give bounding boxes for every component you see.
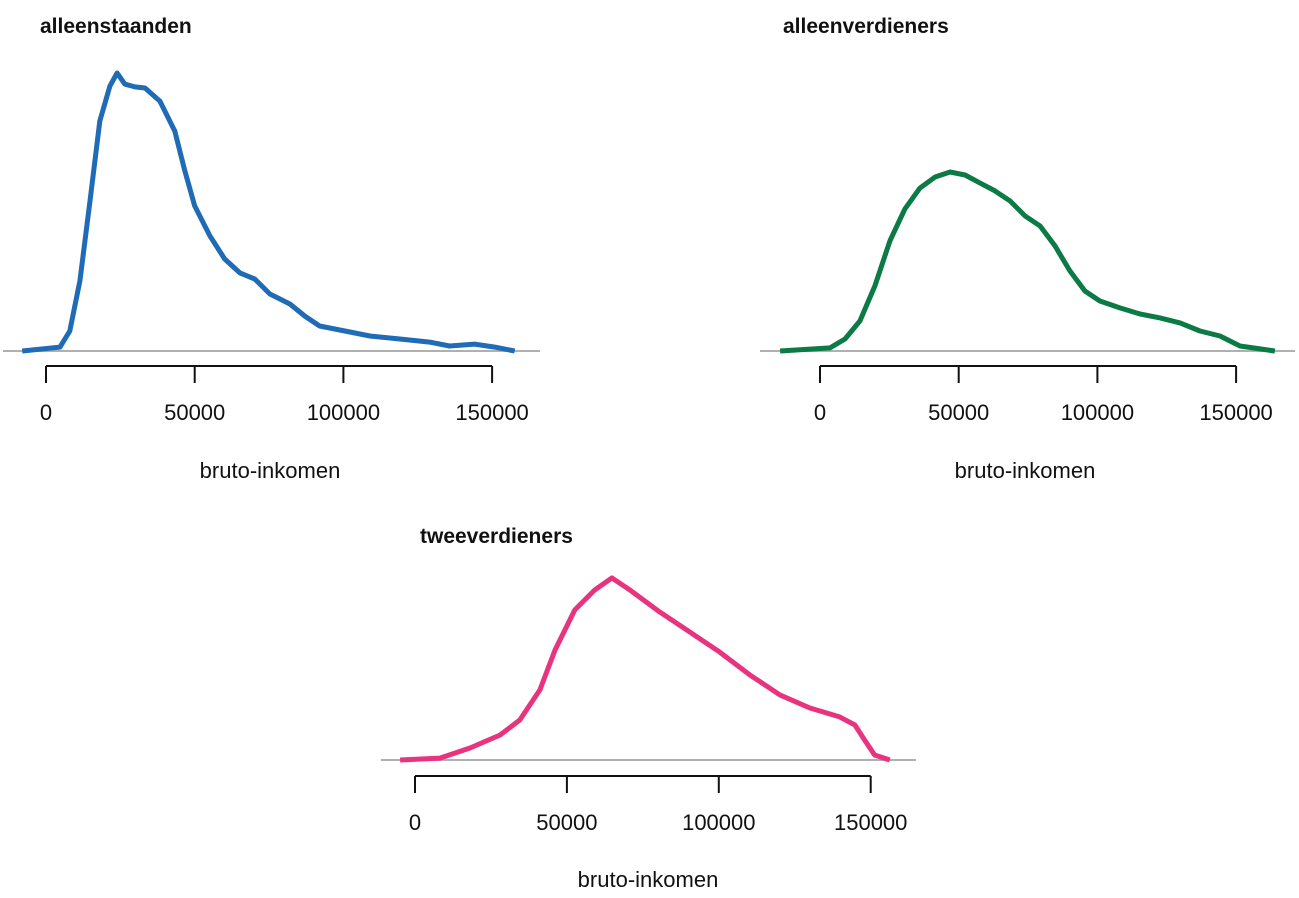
density-line bbox=[779, 169, 1276, 354]
x-tick-label: 150000 bbox=[455, 400, 528, 425]
chart-title: alleenstaanden bbox=[40, 15, 192, 38]
x-tick-label: 0 bbox=[40, 400, 52, 425]
x-axis-label: bruto-inkomen bbox=[578, 867, 719, 892]
x-axis-label: bruto-inkomen bbox=[955, 458, 1096, 483]
x-tick-label: 50000 bbox=[928, 400, 989, 425]
panel-alleenstaanden: alleenstaanden bruto-inkomen 0 50000 10000… bbox=[3, 15, 540, 483]
panel-alleenverdieners: alleenverdieners bruto-inkomen 0 50000 100… bbox=[760, 15, 1295, 483]
x-tick-label: 100000 bbox=[682, 810, 755, 835]
x-tick-label: 50000 bbox=[164, 400, 225, 425]
x-tick-label: 150000 bbox=[1199, 400, 1272, 425]
x-tick-label: 150000 bbox=[834, 810, 907, 835]
density-line bbox=[21, 70, 516, 354]
x-tick-label: 0 bbox=[409, 810, 421, 835]
x-axis-label: bruto-inkomen bbox=[200, 458, 341, 483]
x-tick-label: 0 bbox=[814, 400, 826, 425]
x-tick-label: 100000 bbox=[1061, 400, 1134, 425]
density-line bbox=[399, 575, 891, 763]
chart-title: alleenverdieners bbox=[783, 15, 949, 38]
x-tick-label: 50000 bbox=[536, 810, 597, 835]
x-tick-label: 100000 bbox=[307, 400, 380, 425]
panel-tweeverdieners: tweeverdieners bruto-inkomen 0 50000 10000… bbox=[381, 525, 916, 892]
chart-title: tweeverdieners bbox=[420, 525, 573, 548]
